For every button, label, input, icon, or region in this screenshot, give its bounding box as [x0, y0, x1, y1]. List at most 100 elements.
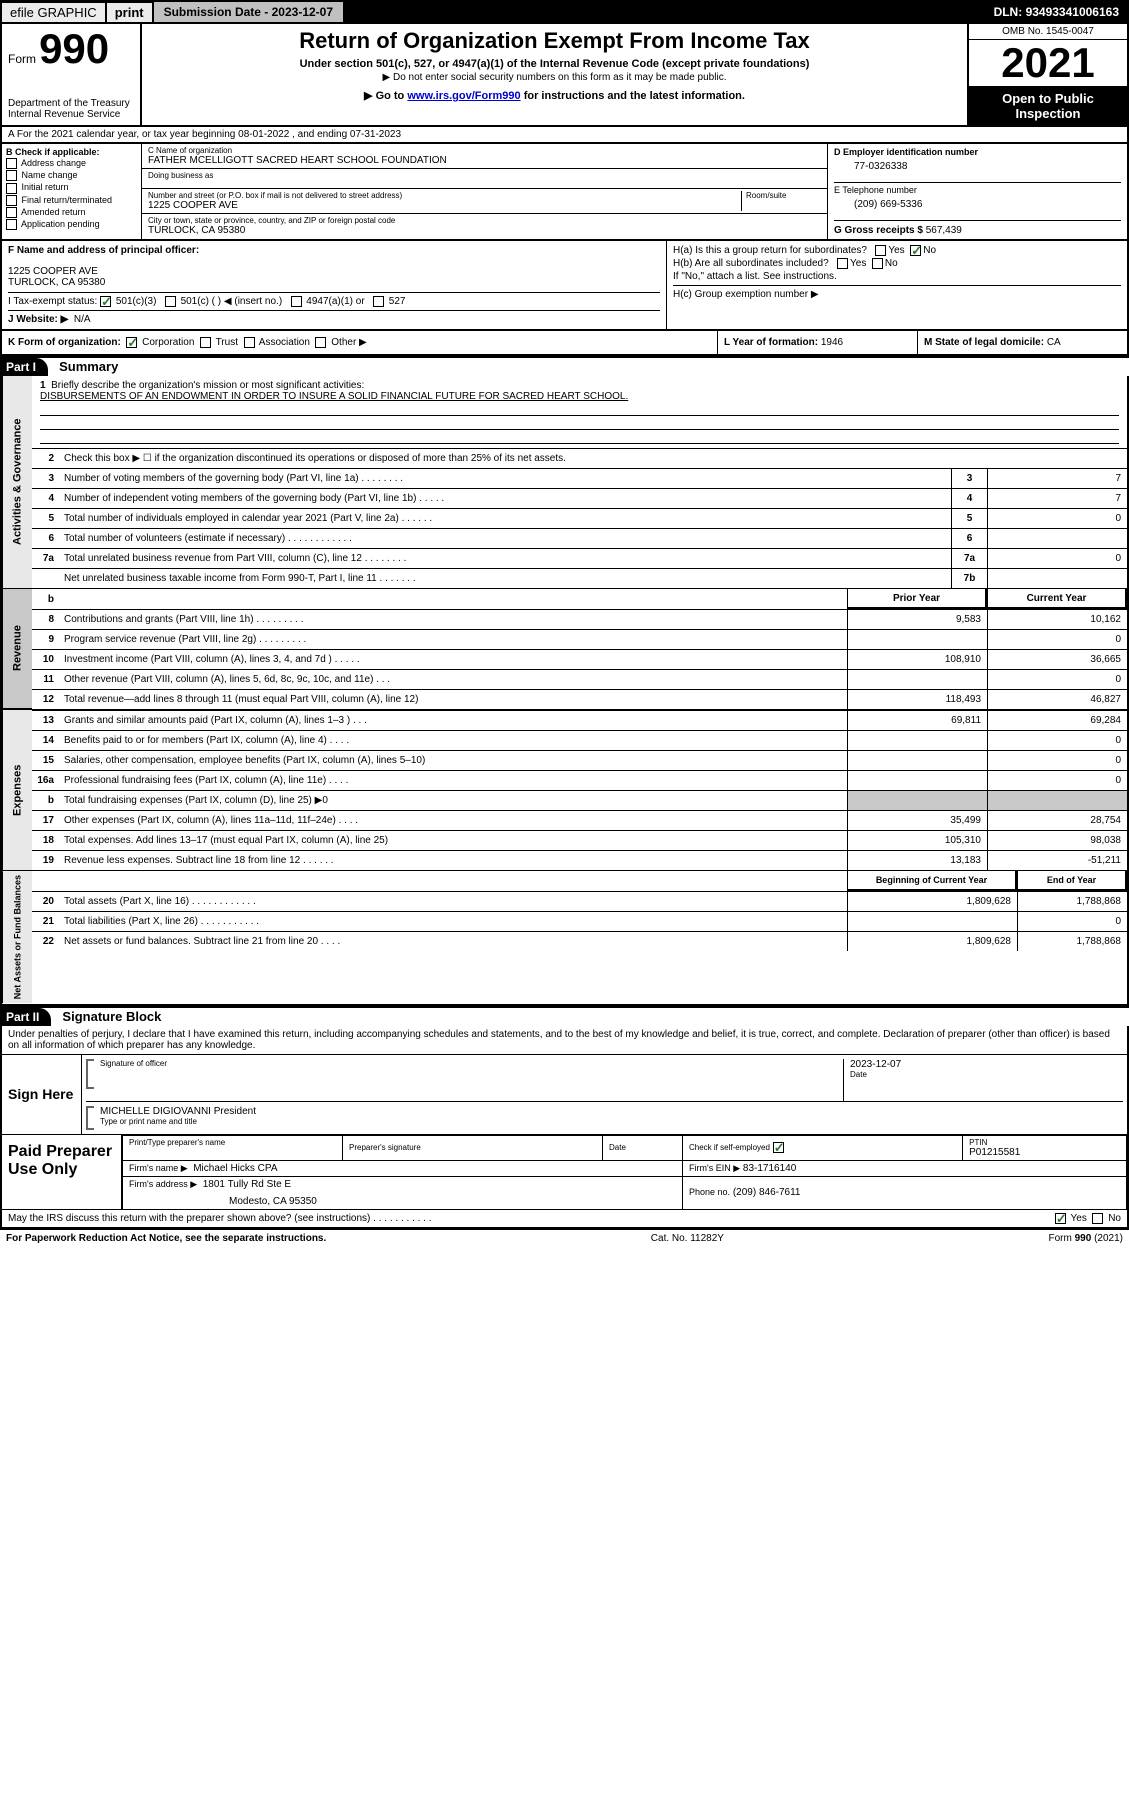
top-bar: efile GRAPHIC print Submission Date - 20…	[0, 0, 1129, 24]
chk-501c3[interactable]	[100, 296, 111, 307]
tax-year: 2021	[969, 40, 1127, 86]
vlabel-exp: Expenses	[2, 710, 32, 870]
chk-application-pending[interactable]: Application pending	[6, 219, 137, 230]
row-a-tax-year: A For the 2021 calendar year, or tax yea…	[0, 127, 1129, 144]
perjury-declaration: Under penalties of perjury, I declare th…	[2, 1026, 1127, 1054]
discuss-row: May the IRS discuss this return with the…	[2, 1209, 1127, 1227]
line-10: 10Investment income (Part VIII, column (…	[32, 649, 1127, 669]
open-public-inspection: Open to Public Inspection	[969, 86, 1127, 125]
officer-name: MICHELLE DIGIOVANNI President	[86, 1106, 1123, 1117]
chk-self-employed[interactable]	[773, 1142, 784, 1153]
sig-officer-label: Signature of officer	[86, 1059, 843, 1068]
vlabel-rev: Revenue	[2, 589, 32, 709]
chk-hb-no[interactable]	[872, 258, 883, 269]
line-8: 8Contributions and grants (Part VIII, li…	[32, 609, 1127, 629]
form-word: Form	[8, 52, 36, 66]
vlabel-net: Net Assets or Fund Balances	[2, 871, 32, 1003]
line-19: 19Revenue less expenses. Subtract line 1…	[32, 850, 1127, 870]
print-button[interactable]: print	[107, 3, 154, 22]
net-col-headers: Beginning of Current Year End of Year	[32, 871, 1127, 891]
address-block: Number and street (or P.O. box if mail i…	[142, 189, 827, 214]
ein-value: 77-0326338	[854, 161, 1121, 172]
chk-amended-return[interactable]: Amended return	[6, 207, 137, 218]
org-name-block: C Name of organization FATHER MCELLIGOTT…	[142, 144, 827, 169]
vlabel-governance: Activities & Governance	[2, 376, 32, 588]
line-9: 9Program service revenue (Part VIII, lin…	[32, 629, 1127, 649]
form-header: Form 990 Department of the Treasury Inte…	[0, 24, 1129, 127]
chk-name-change[interactable]: Name change	[6, 170, 137, 181]
chk-other[interactable]	[315, 337, 326, 348]
chk-address-change[interactable]: Address change	[6, 158, 137, 169]
h-b: H(b) Are all subordinates included? Yes …	[673, 258, 1121, 269]
gross-receipts: G Gross receipts $ 567,439	[834, 220, 1121, 236]
line-7b: Net unrelated business taxable income fr…	[32, 568, 1127, 588]
chk-hb-yes[interactable]	[837, 258, 848, 269]
dln: DLN: 93493341006163	[986, 3, 1127, 21]
f-label: F Name and address of principal officer:	[8, 245, 660, 256]
line-13: 13Grants and similar amounts paid (Part …	[32, 710, 1127, 730]
line-21: 21Total liabilities (Part X, line 26) . …	[32, 911, 1127, 931]
line-4: 4Number of independent voting members of…	[32, 488, 1127, 508]
line-7a: 7aTotal unrelated business revenue from …	[32, 548, 1127, 568]
chk-ha-no[interactable]	[910, 245, 921, 256]
chk-corp[interactable]	[126, 337, 137, 348]
line-b: bTotal fundraising expenses (Part IX, co…	[32, 790, 1127, 810]
ssn-note: ▶ Do not enter social security numbers o…	[152, 72, 957, 83]
chk-discuss-no[interactable]	[1092, 1213, 1103, 1224]
chk-assoc[interactable]	[244, 337, 255, 348]
chk-501c[interactable]	[165, 296, 176, 307]
ein-label: D Employer identification number	[834, 147, 1121, 157]
dept-treasury: Department of the Treasury Internal Reve…	[8, 98, 134, 120]
signature-block: Under penalties of perjury, I declare th…	[0, 1026, 1129, 1229]
dba-block: Doing business as	[142, 169, 827, 189]
submission-date: Submission Date - 2023-12-07	[154, 2, 345, 22]
line-15: 15Salaries, other compensation, employee…	[32, 750, 1127, 770]
line-16a: 16aProfessional fundraising fees (Part I…	[32, 770, 1127, 790]
part-ii-header: Part II Signature Block	[0, 1006, 1129, 1026]
col-b-checkboxes: B Check if applicable: Address change Na…	[2, 144, 142, 239]
city-block: City or town, state or province, country…	[142, 214, 827, 238]
chk-final-return[interactable]: Final return/terminated	[6, 195, 137, 206]
line-12: 12Total revenue—add lines 8 through 11 (…	[32, 689, 1127, 709]
summary-table: Activities & Governance 1 Briefly descri…	[0, 376, 1129, 1005]
chk-4947[interactable]	[291, 296, 302, 307]
chk-527[interactable]	[373, 296, 384, 307]
paid-preparer-table: Print/Type preparer's name Preparer's si…	[122, 1135, 1127, 1209]
block-bcde: B Check if applicable: Address change Na…	[0, 144, 1129, 239]
line-3: 3Number of voting members of the governi…	[32, 468, 1127, 488]
sig-date: 2023-12-07	[850, 1059, 1123, 1070]
form-number: 990	[39, 25, 109, 72]
line-6: 6Total number of volunteers (estimate if…	[32, 528, 1127, 548]
h-a: H(a) Is this a group return for subordin…	[673, 245, 1121, 256]
h-note: If "No," attach a list. See instructions…	[673, 271, 1121, 282]
efile-label: efile GRAPHIC	[2, 3, 107, 22]
line-22: 22Net assets or fund balances. Subtract …	[32, 931, 1127, 951]
line-5: 5Total number of individuals employed in…	[32, 508, 1127, 528]
line-11: 11Other revenue (Part VIII, column (A), …	[32, 669, 1127, 689]
omb-number: OMB No. 1545-0047	[969, 24, 1127, 40]
phone-value: (209) 669-5336	[854, 199, 1121, 210]
chk-initial-return[interactable]: Initial return	[6, 182, 137, 193]
block-f-h: F Name and address of principal officer:…	[0, 239, 1129, 331]
part-i-header: Part I Summary	[0, 356, 1129, 376]
chk-ha-yes[interactable]	[875, 245, 886, 256]
line-1-mission: 1 Briefly describe the organization's mi…	[32, 376, 1127, 448]
phone-label: E Telephone number	[834, 182, 1121, 195]
row-i: I Tax-exempt status: 501(c)(3) 501(c) ( …	[8, 292, 660, 307]
line-17: 17Other expenses (Part IX, column (A), l…	[32, 810, 1127, 830]
line-18: 18Total expenses. Add lines 13–17 (must …	[32, 830, 1127, 850]
row-klm: K Form of organization: Corporation Trus…	[0, 331, 1129, 356]
form-title: Return of Organization Exempt From Incom…	[152, 28, 957, 54]
line-20: 20Total assets (Part X, line 16) . . . .…	[32, 891, 1127, 911]
line-14: 14Benefits paid to or for members (Part …	[32, 730, 1127, 750]
chk-discuss-yes[interactable]	[1055, 1213, 1066, 1224]
h-c: H(c) Group exemption number ▶	[673, 285, 1121, 300]
line-2: 2Check this box ▶ ☐ if the organization …	[32, 448, 1127, 468]
chk-trust[interactable]	[200, 337, 211, 348]
sign-here-label: Sign Here	[2, 1055, 82, 1134]
irs-link[interactable]: www.irs.gov/Form990	[407, 90, 520, 102]
col-headers: b Prior Year Current Year	[32, 589, 1127, 609]
form-subtitle: Under section 501(c), 527, or 4947(a)(1)…	[152, 58, 957, 70]
row-j: J Website: ▶ N/A	[8, 310, 660, 325]
paid-preparer-label: Paid Preparer Use Only	[2, 1135, 122, 1209]
